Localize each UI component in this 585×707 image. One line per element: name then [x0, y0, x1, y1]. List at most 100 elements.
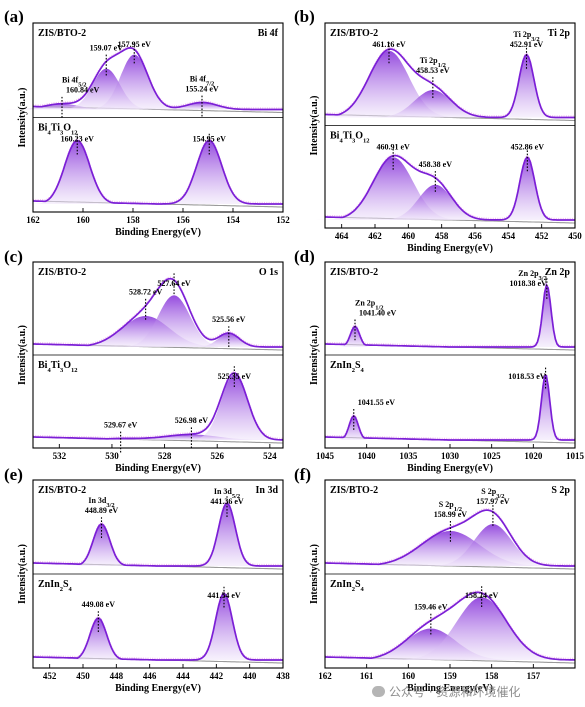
x-tick-label: 1030	[441, 451, 460, 461]
peak-label: 527.64 eV	[157, 279, 191, 288]
x-tick-label: 444	[176, 671, 190, 681]
x-tick-label: 454	[502, 231, 516, 241]
x-axis-title: Binding Energy(eV)	[115, 463, 201, 474]
x-tick-label: 450	[568, 231, 582, 241]
fit-peak-2	[193, 503, 261, 566]
peak-assignment: Bi 4f7/2	[190, 74, 215, 87]
sample-label: Bi4Ti3O12	[330, 131, 370, 145]
fit-peak-2	[51, 68, 162, 110]
fit-peak-2	[190, 593, 258, 660]
watermark: 公众号 · 资源和环境催化	[372, 683, 520, 700]
envelope-curve	[325, 282, 575, 348]
x-tick-label: 442	[210, 671, 224, 681]
subplot-reference: 460.91 eV 458.38 eV 452.86 eV Bi4Ti3O12	[313, 131, 575, 224]
fit-peak-2	[110, 295, 238, 347]
fit-peak-1	[65, 618, 132, 660]
fit-peak-3	[496, 54, 557, 118]
element-label: O 1s	[259, 267, 278, 278]
peak-label: 526.98 eV	[175, 416, 209, 425]
x-tick-label: 462	[368, 231, 382, 241]
fit-peak-2	[530, 284, 564, 347]
y-axis-title: Intensity(a.u.)	[17, 544, 28, 604]
x-axis-title: Binding Energy(eV)	[407, 243, 493, 254]
x-tick-label: 446	[143, 671, 157, 681]
x-tick-label: 154	[226, 215, 240, 225]
x-tick-label: 532	[53, 451, 67, 461]
x-tick-label: 450	[76, 671, 90, 681]
x-tick-label: 160	[402, 671, 416, 681]
x-tick-label: 448	[110, 671, 124, 681]
fit-peak-3	[181, 374, 287, 440]
fit-peak-1	[50, 315, 241, 347]
peak-label: 154.95 eV	[193, 135, 227, 144]
peak-assignment: Ti 2p3/2	[513, 30, 539, 43]
peak-label: 452.86 eV	[511, 143, 545, 152]
fit-peak-1	[309, 50, 469, 118]
x-tick-label: 1025	[483, 451, 502, 461]
peak-label: 441.36 eV	[210, 497, 244, 506]
x-tick-label: 1015	[566, 451, 585, 461]
peak-assignment: Ti 2p1/2	[420, 56, 446, 68]
x-tick-label: 161	[360, 671, 374, 681]
peak-assignment: S 2p1/2	[439, 500, 462, 513]
subplot-reference: 159.46 eV 158.24 eV ZnIn2S4	[325, 579, 582, 664]
fit-peak-1	[330, 628, 531, 660]
peak-label: 158.24 eV	[465, 591, 499, 600]
x-tick-label: 452	[43, 671, 57, 681]
plot-frame	[324, 22, 576, 229]
watermark-text: 公众号 · 资源和环境催化	[389, 685, 521, 699]
peak-label: 157.97 eV	[476, 497, 510, 506]
plot-frame	[32, 22, 284, 213]
x-tick-label: 440	[243, 671, 257, 681]
x-tick-label: 159	[443, 671, 457, 681]
x-axis-title: Binding Energy(eV)	[407, 683, 493, 694]
y-axis-title: Intensity(a.u.)	[309, 95, 320, 155]
x-tick-label: 456	[468, 231, 482, 241]
peak-label: 160.23 eV	[61, 135, 95, 144]
sample-label: Bi4Ti3O12	[38, 360, 78, 374]
element-label: Zn 2p	[545, 267, 571, 278]
x-tick-label: 158	[485, 671, 499, 681]
raw-data-curve	[325, 507, 575, 566]
x-tick-label: 157	[527, 671, 541, 681]
peak-assignment: Zn 2p1/2	[355, 298, 384, 311]
x-tick-label: 458	[435, 231, 449, 241]
sample-label: Bi4Ti3O12	[38, 123, 78, 137]
fit-peak-2	[368, 184, 502, 220]
x-tick-label: 158	[126, 215, 140, 225]
sample-label: ZnIn2S4	[330, 360, 365, 374]
raw-data-curve	[325, 590, 575, 659]
x-tick-label: 156	[176, 215, 190, 225]
fit-peak-3	[79, 54, 190, 110]
peak-label: 1041.40 eV	[359, 308, 397, 317]
x-tick-label: 1045	[316, 451, 335, 461]
x-tick-label: 1020	[524, 451, 543, 461]
sample-label: ZnIn2S4	[330, 579, 365, 593]
peak-label: 158.99 eV	[434, 510, 468, 519]
x-tick-label: 528	[158, 451, 172, 461]
x-tick-label: 460	[402, 231, 416, 241]
x-tick-label: 464	[335, 231, 349, 241]
panel-letter: (a)	[4, 7, 24, 26]
raw-data-curve	[33, 591, 283, 660]
peak-label: 525.35 eV	[218, 372, 252, 381]
peak-label: 1018.53 eV	[508, 372, 546, 381]
x-tick-label: 438	[276, 671, 290, 681]
x-tick-label: 162	[318, 671, 332, 681]
envelope-curve	[33, 372, 283, 441]
peak-label: 461.16 eV	[372, 40, 406, 49]
raw-data-curve	[325, 282, 575, 347]
peak-label: 159.07 eV	[90, 43, 124, 52]
subplot-reference: 1041.55 eV 1018.53 eV ZnIn2S4	[325, 360, 575, 444]
fit-peak-1	[333, 531, 568, 566]
panel-letter: (e)	[4, 465, 23, 484]
peak-assignment: Bi 4f5/2	[62, 76, 87, 89]
sample-label: ZIS/BTO-2	[330, 485, 378, 496]
subplot-reference: 160.23 eV 154.95 eV Bi4Ti3O12	[27, 123, 283, 208]
envelope-curve	[325, 374, 575, 441]
